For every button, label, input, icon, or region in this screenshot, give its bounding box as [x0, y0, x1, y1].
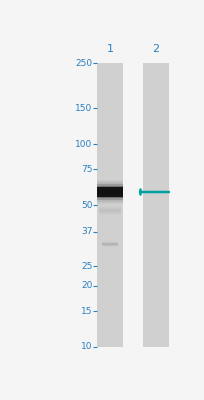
- Bar: [101, 244, 118, 245]
- Bar: [99, 210, 120, 211]
- Bar: [99, 215, 120, 216]
- Bar: [97, 198, 122, 200]
- Text: 100: 100: [75, 140, 92, 148]
- Bar: [97, 187, 122, 197]
- Text: 2: 2: [152, 44, 159, 54]
- Bar: [99, 206, 120, 207]
- Bar: [99, 208, 120, 209]
- Text: 37: 37: [80, 227, 92, 236]
- Bar: [101, 243, 118, 244]
- Bar: [97, 63, 122, 347]
- Bar: [99, 214, 120, 215]
- Text: 10: 10: [80, 342, 92, 351]
- Bar: [101, 245, 118, 246]
- Bar: [142, 63, 168, 347]
- Bar: [99, 209, 120, 210]
- Text: 20: 20: [81, 281, 92, 290]
- Bar: [101, 246, 118, 247]
- Bar: [97, 192, 122, 194]
- Bar: [97, 188, 122, 190]
- Bar: [99, 213, 120, 214]
- Text: 250: 250: [75, 59, 92, 68]
- Bar: [101, 247, 118, 248]
- Text: 15: 15: [80, 306, 92, 316]
- Bar: [97, 202, 122, 204]
- Text: 75: 75: [80, 165, 92, 174]
- Text: 1: 1: [106, 44, 113, 54]
- Bar: [97, 196, 122, 198]
- Bar: [97, 194, 122, 196]
- Bar: [101, 242, 118, 243]
- Bar: [97, 180, 122, 182]
- Bar: [99, 207, 120, 208]
- Text: 25: 25: [81, 262, 92, 270]
- Bar: [99, 212, 120, 213]
- Text: 50: 50: [80, 200, 92, 210]
- Bar: [101, 241, 118, 242]
- Bar: [99, 211, 120, 212]
- Text: 150: 150: [75, 104, 92, 113]
- Bar: [97, 200, 122, 202]
- Bar: [97, 186, 122, 188]
- Bar: [97, 184, 122, 186]
- Bar: [97, 190, 122, 192]
- Bar: [97, 182, 122, 184]
